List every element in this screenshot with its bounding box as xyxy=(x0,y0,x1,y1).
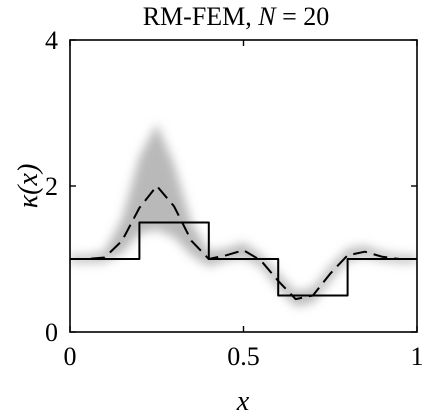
x-tick-label: 1 xyxy=(411,342,423,371)
y-tick-label: 2 xyxy=(45,172,58,201)
y-axis-label: κ(x) xyxy=(13,164,44,209)
x-tick-label: 0 xyxy=(64,342,77,371)
uncertainty-band-shape xyxy=(70,123,417,307)
axes-frame xyxy=(69,39,418,333)
y-tick-label: 0 xyxy=(45,318,58,347)
x-tick-label: 0.5 xyxy=(227,342,260,371)
dashed-series-line xyxy=(70,185,417,301)
series-layer xyxy=(70,185,417,301)
step-series-line xyxy=(70,221,417,297)
y-tick-label: 4 xyxy=(45,26,58,55)
plot-area xyxy=(70,123,417,307)
uncertainty-band xyxy=(70,123,417,307)
x-axis-label: x xyxy=(236,386,250,415)
ticks-layer: 0 0.5 1 0 2 4 xyxy=(45,26,423,371)
chart-title: RM-FEM, N = 20 xyxy=(143,2,330,31)
